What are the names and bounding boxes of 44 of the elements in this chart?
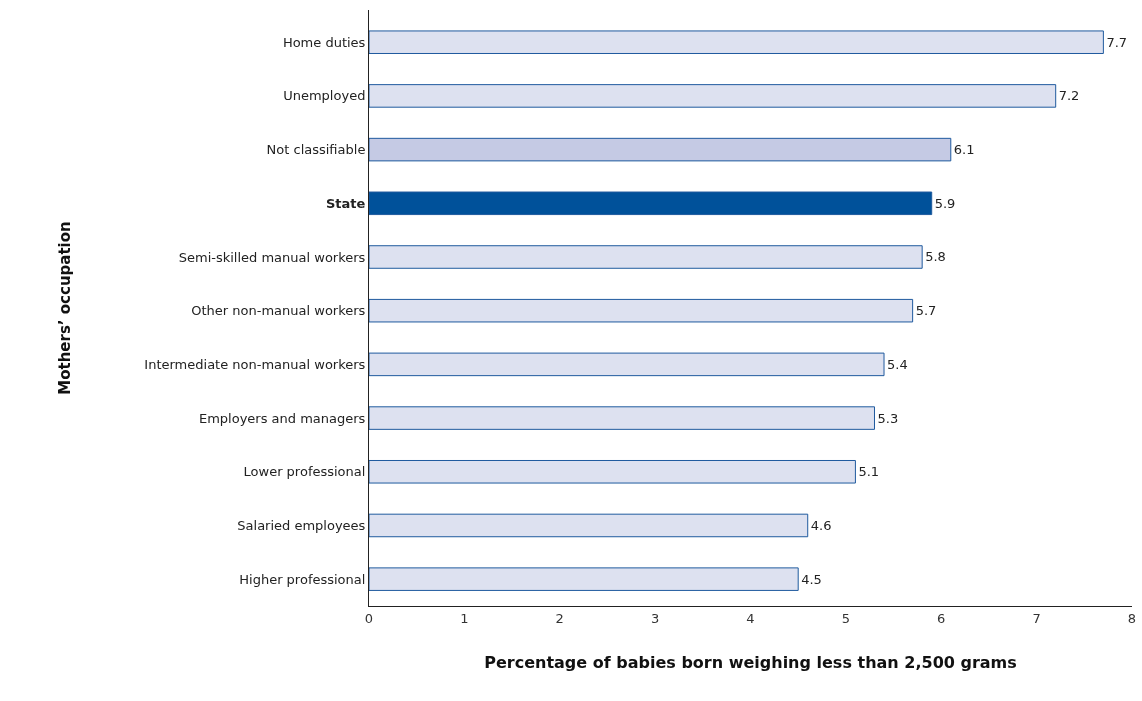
x-tick-label: 2: [555, 610, 564, 626]
x-tick-label: 1: [460, 610, 469, 626]
x-tick-label: 4: [746, 610, 755, 626]
x-axis-title: Percentage of babies born weighing less than 2,500 grams: [484, 653, 1017, 673]
x-tick-label: 7: [1032, 610, 1041, 626]
y-tick-label: Home duties: [282, 34, 366, 50]
x-tick-label: 6: [937, 610, 946, 626]
x-tick-label: 5: [841, 610, 851, 626]
y-tick-label: Lower professional: [243, 464, 366, 480]
bar: [369, 459, 856, 484]
data-label: 7.2: [1058, 88, 1080, 104]
data-label: 5.8: [925, 249, 946, 265]
bar: [369, 137, 952, 162]
data-label: 4.6: [810, 517, 832, 533]
y-tick-label: Intermediate non-manual workers: [144, 356, 366, 372]
x-tick-label: 8: [1127, 610, 1137, 626]
x-tick-label: 0: [364, 610, 374, 626]
y-tick-label: Not classifiable: [266, 142, 366, 158]
data-label: 5.4: [887, 356, 908, 372]
data-label: 6.1: [953, 142, 975, 158]
bar: [369, 352, 885, 377]
data-label: 4.5: [801, 571, 822, 587]
y-tick-label: Unemployed: [283, 88, 366, 104]
y-axis-title: Mothers’ occupation: [55, 221, 74, 395]
y-tick-label: Higher professional: [239, 571, 366, 587]
y-tick-label: Semi-skilled manual workers: [178, 249, 366, 265]
bar: [369, 298, 914, 323]
y-tick-label: Employers and managers: [198, 410, 366, 426]
data-label: 5.7: [915, 303, 937, 319]
data-label: 7.7: [1106, 34, 1128, 50]
bar: [369, 191, 933, 216]
y-tick-label: Other non-manual workers: [191, 303, 366, 319]
bar: [369, 567, 799, 591]
bar: [369, 245, 923, 269]
x-tick-label: 3: [650, 610, 660, 626]
data-label: 5.1: [858, 464, 880, 480]
y-tick-label: Salaried employees: [237, 518, 366, 534]
bar: [369, 30, 1104, 54]
data-label: 5.3: [877, 410, 899, 426]
y-tick-label: State: [326, 195, 366, 211]
bar: [369, 84, 1057, 108]
bar: [369, 513, 809, 538]
data-label: 5.9: [934, 195, 956, 211]
bar: [369, 406, 875, 430]
